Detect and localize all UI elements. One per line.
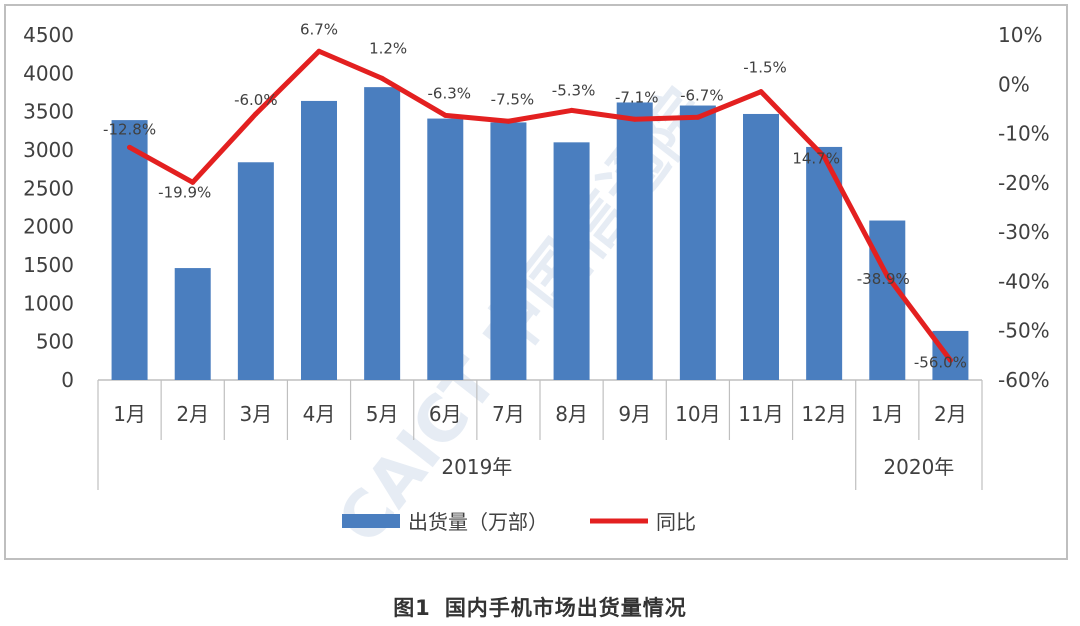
year-group-label: 2019年 (441, 455, 512, 479)
left-tick-label: 3000 (23, 138, 74, 162)
line-data-label: 1.2% (369, 39, 407, 57)
right-tick-label: -50% (998, 319, 1050, 343)
year-group-label: 2020年 (883, 455, 954, 479)
bar (806, 146, 843, 380)
category-label: 3月 (239, 402, 272, 426)
bar (364, 87, 401, 380)
bar (427, 118, 464, 381)
right-tick-label: -40% (998, 269, 1050, 293)
line-data-label: -6.3% (428, 84, 472, 102)
line-data-label: -6.7% (680, 86, 724, 104)
legend: 出货量（万部） 同比 (342, 510, 696, 534)
line-point (758, 89, 764, 95)
line-data-label: -56.0% (914, 353, 967, 371)
right-tick-label: -60% (998, 368, 1050, 392)
line-point (442, 112, 448, 118)
category-label: 10月 (675, 402, 720, 426)
line-data-label: 14.7% (792, 150, 840, 168)
legend-bar-swatch (342, 514, 400, 528)
line-data-label: 6.7% (300, 20, 338, 38)
category-label: 6月 (429, 402, 462, 426)
line-point (695, 114, 701, 120)
line-data-label: -19.9% (158, 183, 211, 201)
bar (932, 330, 969, 380)
bar (490, 122, 527, 381)
category-label: 5月 (366, 402, 399, 426)
left-tick-label: 4500 (23, 23, 74, 47)
right-tick-label: -20% (998, 171, 1050, 195)
line-data-label: -12.8% (103, 120, 156, 138)
bar-series (111, 87, 969, 381)
bar (553, 142, 590, 380)
category-label: 4月 (303, 402, 336, 426)
data-labels: -12.8% -19.9% -6.0% 6.7% 1.2% -6.3% -7.5% -5.3%… (103, 20, 967, 371)
bar (616, 102, 653, 380)
category-label: 8月 (555, 402, 588, 426)
category-label: 1月 (871, 402, 904, 426)
left-tick-label: 500 (36, 330, 74, 354)
right-tick-label: -10% (998, 122, 1050, 146)
bar (679, 105, 716, 381)
category-label: 2月 (934, 402, 967, 426)
left-tick-label: 1000 (23, 291, 74, 315)
legend-line-label: 同比 (656, 510, 696, 534)
category-label: 9月 (618, 402, 651, 426)
line-data-label: -7.5% (491, 90, 535, 108)
bar (174, 268, 211, 380)
line-point (253, 111, 259, 117)
category-label: 11月 (738, 402, 783, 426)
left-tick-label: 2000 (23, 215, 74, 239)
legend-bar-label: 出货量（万部） (408, 510, 548, 534)
line-point (505, 118, 511, 124)
line-point (947, 357, 953, 363)
right-tick-label: 10% (998, 23, 1042, 47)
line-series (127, 48, 953, 363)
category-label: 1月 (113, 402, 146, 426)
line-point (569, 107, 575, 113)
category-label: 7月 (492, 402, 525, 426)
line-point (127, 144, 133, 150)
line-data-label: -7.1% (615, 88, 659, 106)
line-point (190, 179, 196, 185)
line-data-label: -5.3% (552, 81, 596, 99)
line-point (316, 48, 322, 54)
bar (869, 220, 906, 380)
caption-text: 国内手机市场出货量情况 (444, 596, 687, 620)
line-point (379, 75, 385, 81)
left-tick-label: 0 (61, 368, 74, 392)
right-tick-label: -30% (998, 220, 1050, 244)
category-label: 12月 (801, 402, 846, 426)
line-point (821, 154, 827, 160)
left-tick-label: 2500 (23, 176, 74, 200)
bar (111, 120, 148, 380)
line-point (884, 273, 890, 279)
axes: 1月 2月 3月 4月 5月 6月 7月 8月 9月 10月 11月 12月 1月 2月 2019年 2020… (23, 23, 1050, 490)
left-tick-label: 3500 (23, 100, 74, 124)
caption-number: 图1 (393, 596, 431, 620)
left-tick-label: 1500 (23, 253, 74, 277)
right-tick-label: 0% (998, 72, 1030, 96)
bar (237, 162, 274, 380)
line-data-label: -1.5% (743, 59, 787, 77)
line-path (127, 48, 953, 363)
line-data-label: -6.0% (234, 91, 278, 109)
category-label: 2月 (176, 402, 209, 426)
bar (301, 100, 337, 380)
line-data-label: -38.9% (857, 270, 910, 288)
left-tick-label: 4000 (23, 61, 74, 85)
bar (743, 113, 779, 380)
figure-caption: 图1 国内手机市场出货量情况 (0, 592, 1080, 622)
line-point (632, 116, 638, 122)
